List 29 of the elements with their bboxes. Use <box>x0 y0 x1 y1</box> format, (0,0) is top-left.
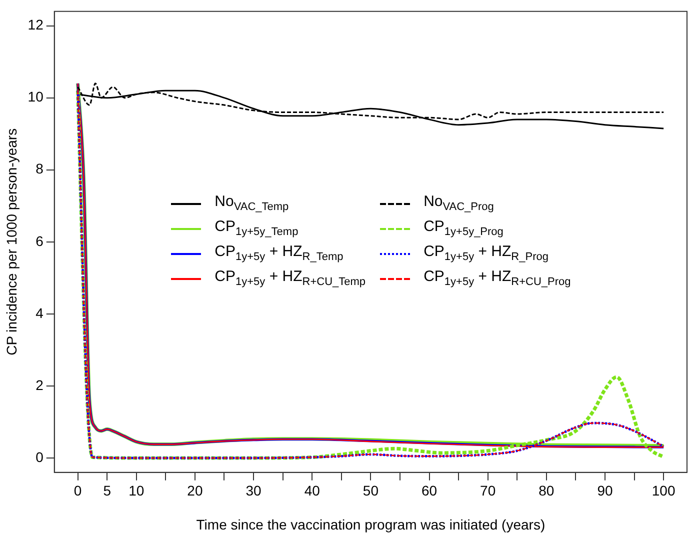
x-tick-label: 20 <box>187 482 203 499</box>
legend-label: CP$_{1y+5y}$ + HZ$_{R+CU_Temp}$ <box>214 266 366 290</box>
x-tick-label: 60 <box>421 482 438 499</box>
y-tick-label: 12 <box>28 16 44 33</box>
legend-label: No$_{VAC_Temp}$ <box>214 192 290 215</box>
legend-label: No$_{VAC_Prog}$ <box>424 192 495 215</box>
x-tick-label: 80 <box>538 482 554 499</box>
x-tick-label: 30 <box>246 482 262 499</box>
legend-label: CP$_{1y+5y}$ + HZ$_{R_Prog}$ <box>424 242 550 265</box>
x-tick-label: 70 <box>480 482 496 499</box>
x-tick-label: 40 <box>304 482 320 499</box>
legend-label: CP$_{1y+5y_Prog}$ <box>424 216 504 240</box>
x-axis-title: Time since the vaccination program was initiated (years) <box>196 516 546 532</box>
legend-label: CP$_{1y+5y_Temp}$ <box>214 216 300 240</box>
legend-label: CP$_{1y+5y}$ + HZ$_{R+CU_Prog}$ <box>424 266 571 290</box>
y-tick-label: 2 <box>36 376 44 393</box>
y-tick-label: 6 <box>36 232 44 249</box>
x-tick-label: 100 <box>652 482 676 499</box>
x-tick-label: 10 <box>128 482 144 499</box>
x-tick-label: 0 <box>74 482 82 499</box>
y-tick-label: 4 <box>36 304 44 321</box>
y-tick-label: 0 <box>36 448 44 465</box>
y-tick-label: 10 <box>28 88 44 105</box>
y-axis-title: CP incidence per 1000 person-years <box>3 128 20 356</box>
legend-label: CP$_{1y+5y}$ + HZ$_{R_Temp}$ <box>214 242 344 265</box>
x-tick-label: 50 <box>362 482 379 499</box>
x-tick-label: 5 <box>103 482 112 499</box>
y-tick-label: 8 <box>36 160 44 177</box>
x-tick-label: 90 <box>597 482 613 499</box>
